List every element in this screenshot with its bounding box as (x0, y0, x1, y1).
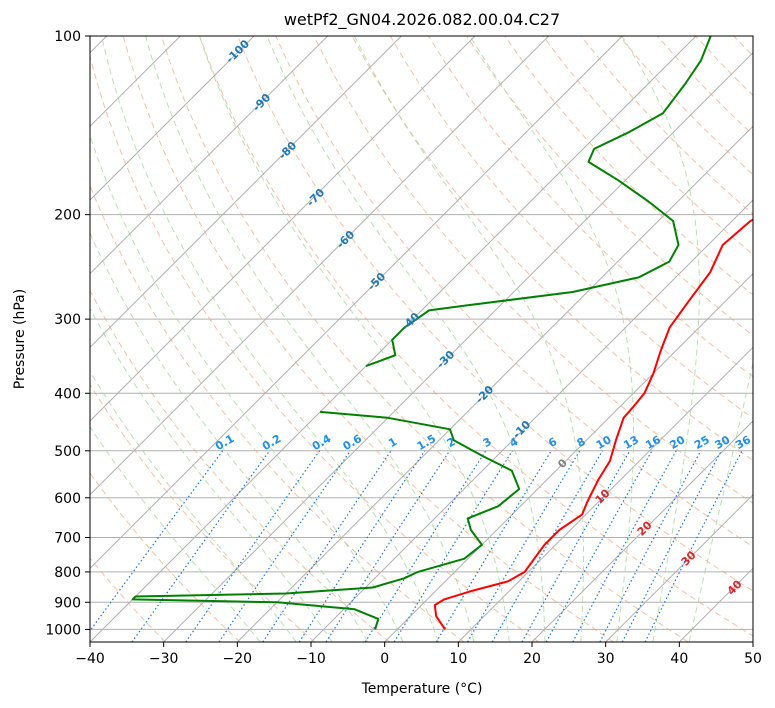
x-tick-label: −10 (296, 651, 326, 667)
mixing-ratio-line (185, 450, 321, 642)
mixing-ratio-line (545, 450, 653, 642)
x-tick-label: −20 (223, 651, 253, 667)
isotherm-line (163, 51, 753, 642)
moist-adiabat-line (688, 360, 753, 642)
mixing-ratio-line (218, 450, 351, 642)
y-tick-label: 700 (54, 531, 81, 547)
moist-adiabat-line (90, 425, 261, 642)
y-tick-label: 600 (54, 491, 81, 507)
mixing-ratio-line (298, 450, 426, 642)
isotherm-line (90, 36, 255, 201)
chart-title: wetPf2_GN04.2026.082.00.04.C27 (284, 10, 560, 30)
isotherm-line (90, 36, 476, 422)
dry-adiabat-line (160, 36, 689, 642)
background-lines (90, 36, 753, 642)
x-tick-label: 0 (380, 651, 389, 667)
mixing-ratio-line (644, 450, 743, 642)
moist-adiabat-line (266, 36, 546, 642)
mixing-ratio-line (364, 450, 487, 642)
mixing-ratio-line (262, 450, 392, 642)
dry-adiabat-line (504, 36, 753, 296)
mixing-ratio-line (572, 450, 677, 642)
isotherm-line (236, 125, 753, 642)
x-tick-label: −30 (149, 651, 179, 667)
y-tick-label: 400 (54, 386, 81, 402)
temperature-profile-line (433, 218, 753, 630)
isotherm-line (605, 493, 753, 642)
mixing-ratio-line (521, 450, 631, 642)
isotherm-line (384, 272, 753, 642)
plot-frame (89, 35, 754, 643)
isotherm-line (90, 36, 623, 570)
moist-adiabat-line (621, 36, 700, 642)
moist-adiabat-line (90, 134, 404, 642)
mixing-ratio-line (90, 450, 224, 632)
dry-adiabat-line (427, 36, 753, 378)
y-tick-label: 100 (54, 29, 81, 45)
isotherm-line (90, 36, 329, 275)
dry-adiabat-line (122, 36, 614, 642)
y-axis-label: Pressure (hPa) (12, 289, 28, 389)
dry-adiabat-line (351, 36, 753, 462)
isotherm-line (90, 36, 402, 349)
x-tick-label: 40 (670, 651, 688, 667)
moist-adiabat-line (90, 307, 333, 642)
y-tick-label: 300 (54, 312, 81, 328)
x-tick-label: 10 (449, 651, 467, 667)
x-tick-label: 50 (744, 651, 762, 667)
mixing-ratio-line (599, 450, 702, 642)
moist-adiabat-line (353, 36, 585, 642)
y-tick-label: 1000 (45, 622, 81, 638)
y-tick-label: 800 (54, 565, 81, 581)
x-axis-label: Temperature (°C) (361, 681, 483, 697)
moist-adiabat-line (90, 232, 369, 642)
y-axis: 100 200 300 400 500 600 700 800 900 1000 (45, 29, 90, 638)
x-tick-label: 20 (523, 651, 541, 667)
mixing-ratio-line (131, 450, 271, 642)
y-tick-label: 200 (54, 208, 81, 224)
dry-adiabat-line (466, 36, 753, 337)
moist-adiabat-line (198, 36, 510, 642)
dewpoint-profile-line (131, 410, 521, 630)
dry-adiabat-line (275, 36, 753, 548)
moist-adiabat-line (101, 36, 439, 642)
isotherm-line (90, 36, 550, 496)
y-tick-label: 500 (54, 444, 81, 460)
dewpoint-profile-line (365, 36, 712, 368)
isotherm-line (457, 346, 753, 642)
dry-adiabat-line (90, 383, 316, 642)
y-tick-label: 900 (54, 595, 81, 611)
x-tick-label: −40 (75, 651, 105, 667)
x-tick-label: 30 (597, 651, 615, 667)
isotherm-line (531, 420, 753, 642)
x-axis: −40 −30 −20 −10 0 10 20 30 40 50 (75, 642, 762, 667)
dry-adiabat-line (389, 36, 753, 419)
dry-adiabat-line (90, 289, 390, 642)
moist-adiabat-line (90, 370, 297, 642)
isotherm-line (752, 641, 753, 642)
dry-adiabat-line (237, 36, 753, 592)
mixing-ratio-line (325, 450, 451, 642)
dry-adiabat-line (90, 54, 540, 642)
isotherm-line (310, 199, 753, 642)
series-layer (131, 36, 753, 630)
dry-adiabat-line (90, 184, 465, 642)
dry-adiabat-line (313, 36, 753, 504)
mixing-ratio-line (435, 450, 552, 642)
moist-adiabat-line (145, 36, 475, 642)
